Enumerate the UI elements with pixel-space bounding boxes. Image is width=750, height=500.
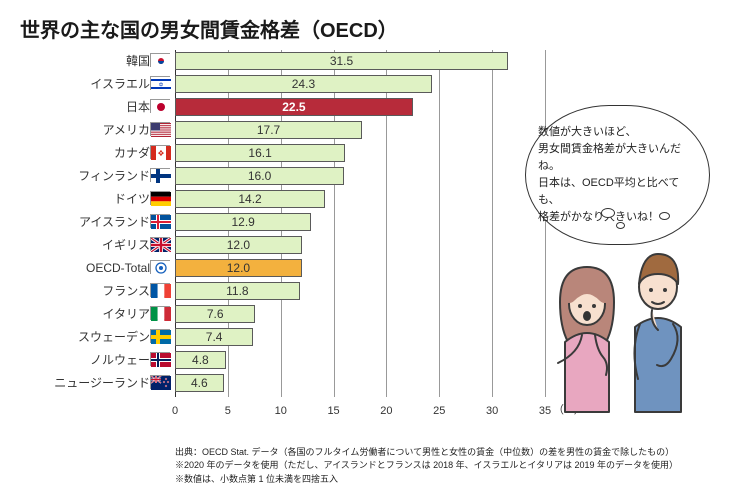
country-label: ノルウェー — [90, 354, 150, 366]
country-label: イタリア — [102, 308, 150, 320]
us-flag-icon — [150, 122, 170, 136]
it-flag-icon — [150, 306, 170, 320]
footnote-line: 出典：OECD Stat. データ（各国のフルタイム労働者について男性と女性の賃… — [175, 446, 678, 460]
bar: 14.2 — [175, 190, 325, 208]
bar-value: 24.3 — [292, 77, 315, 91]
bar: 7.6 — [175, 305, 255, 323]
speech-tail-icon — [601, 208, 615, 218]
x-tick-label: 5 — [225, 405, 231, 417]
bar-value: 11.8 — [226, 284, 248, 298]
country-label: フランス — [102, 285, 150, 297]
country-label: 日本 — [126, 101, 150, 113]
man-icon — [634, 254, 681, 412]
bar: 22.5 — [175, 98, 413, 116]
bar: 31.5 — [175, 52, 508, 70]
svg-text:❖: ❖ — [157, 149, 164, 158]
bar-value: 12.0 — [227, 261, 250, 275]
country-label: スウェーデン — [78, 331, 150, 343]
x-tick-label: 25 — [433, 405, 445, 417]
x-tick-label: 30 — [486, 405, 498, 417]
bar: 7.4 — [175, 328, 253, 346]
country-label: ニュージーランド — [54, 377, 150, 389]
country-label: カナダ — [114, 147, 150, 159]
bar: 16.1 — [175, 144, 345, 162]
fi-flag-icon — [150, 168, 170, 182]
bar: 12.9 — [175, 213, 311, 231]
speech-line: 男女間賃金格差が大きいんだね。 — [538, 143, 681, 172]
bar-value: 14.2 — [238, 192, 261, 206]
bar: 11.8 — [175, 282, 300, 300]
de-flag-icon — [150, 191, 170, 205]
svg-text:✡: ✡ — [158, 82, 163, 89]
x-tick-label: 15 — [327, 405, 339, 417]
woman-icon — [558, 267, 614, 412]
oecd-flag-icon — [150, 260, 170, 274]
speech-tail-icon — [659, 212, 670, 220]
footnote-line: ※2020 年のデータを使用（ただし、アイスランドとフランスは 2018 年、イ… — [175, 459, 678, 473]
country-label: イギリス — [102, 239, 150, 251]
bar: 4.6 — [175, 374, 224, 392]
gridline — [492, 50, 493, 397]
bar: 17.7 — [175, 121, 362, 139]
x-tick-label: 10 — [275, 405, 287, 417]
bar-chart: 05101520253035（%）31.524.322.517.716.116.… — [175, 50, 545, 417]
footnotes: 出典：OECD Stat. データ（各国のフルタイム労働者について男性と女性の賃… — [175, 446, 678, 487]
flag-column: ✡❖ — [150, 50, 174, 417]
jp-flag-icon — [150, 99, 170, 113]
bar-value: 22.5 — [282, 100, 305, 114]
country-label: ドイツ — [114, 193, 150, 205]
bar: 16.0 — [175, 167, 344, 185]
page-title: 世界の主な国の男女間賃金格差（OECD） — [20, 14, 398, 43]
country-label: アイスランド — [79, 216, 150, 228]
no-flag-icon — [150, 352, 170, 366]
bar: 24.3 — [175, 75, 432, 93]
is-flag-icon — [150, 214, 170, 228]
people-illustration — [540, 232, 700, 422]
y-axis-labels: 韓国イスラエル日本アメリカカナダフィンランドドイツアイスランドイギリス OECD-… — [0, 50, 150, 417]
bar-value: 12.0 — [227, 238, 250, 252]
ca-flag-icon: ❖ — [150, 145, 170, 159]
country-label: フィンランド — [78, 170, 150, 182]
bar-value: 4.8 — [192, 353, 209, 367]
gb-flag-icon — [150, 237, 170, 251]
speech-line: 数値が大きいほど、 — [538, 126, 636, 138]
bar-value: 7.6 — [207, 307, 224, 321]
country-label: 韓国 — [126, 55, 150, 67]
nz-flag-icon — [150, 375, 170, 389]
country-label: イスラエル — [90, 78, 150, 90]
bar: 12.0 — [175, 236, 302, 254]
speech-tail-icon — [616, 222, 625, 229]
bar-value: 7.4 — [206, 330, 223, 344]
gridline — [439, 50, 440, 397]
bar-value: 31.5 — [330, 54, 353, 68]
bar-value: 12.9 — [231, 215, 254, 229]
bar-value: 16.0 — [248, 169, 271, 183]
bar-value: 16.1 — [248, 146, 271, 160]
fr-flag-icon — [150, 283, 170, 297]
se-flag-icon — [150, 329, 170, 343]
bar-value: 17.7 — [257, 123, 280, 137]
bar: 4.8 — [175, 351, 226, 369]
x-tick-label: 0 — [172, 405, 178, 417]
speech-line: 日本は、OECD平均と比べても、 — [538, 177, 679, 206]
x-tick-label: 20 — [380, 405, 392, 417]
speech-line: 格差がかなり大きいね！ — [538, 211, 659, 223]
footnote-line: ※数値は、小数点第 1 位未満を四捨五入 — [175, 473, 678, 487]
bar-value: 4.6 — [191, 376, 208, 390]
il-flag-icon: ✡ — [150, 76, 170, 90]
kr-flag-icon — [150, 53, 170, 67]
bar: 12.0 — [175, 259, 302, 277]
country-label: OECD-Total — [86, 262, 150, 274]
country-label: アメリカ — [103, 124, 150, 136]
